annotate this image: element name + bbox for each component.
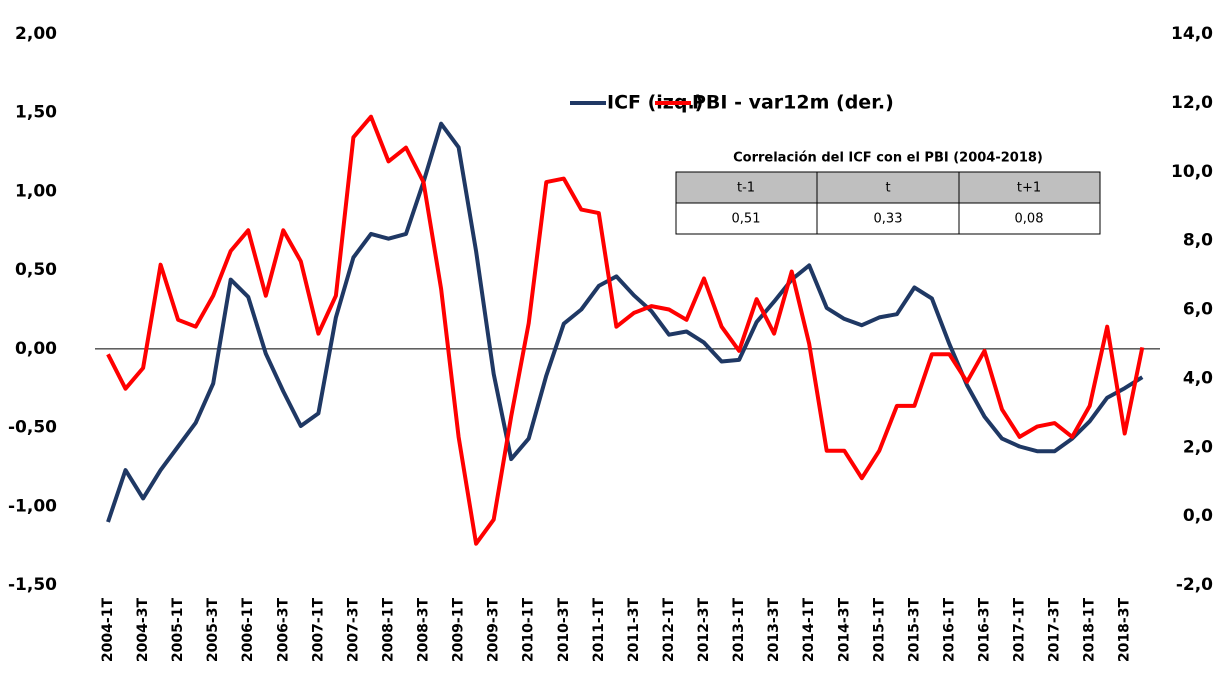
x-tick-label: 2005-1T bbox=[170, 598, 186, 663]
table-cell: 0,51 bbox=[732, 212, 761, 227]
table-header: t bbox=[885, 181, 890, 196]
x-tick-label: 2015-1T bbox=[871, 598, 887, 663]
y2-tick-label: 6,0 bbox=[1183, 300, 1213, 320]
x-tick-label: 2017-1T bbox=[1012, 598, 1028, 663]
y-tick-label: 1,00 bbox=[15, 181, 57, 201]
x-tick-label: 2018-1T bbox=[1082, 598, 1098, 663]
y-tick-label: -1,50 bbox=[8, 575, 57, 595]
x-tick-label: 2004-1T bbox=[100, 598, 116, 663]
y-tick-label: -0,50 bbox=[8, 418, 57, 438]
series-line bbox=[106, 114, 1145, 546]
y2-tick-label: 4,0 bbox=[1183, 368, 1213, 388]
y-tick-label: 0,00 bbox=[15, 339, 57, 359]
x-tick-label: 2016-3T bbox=[977, 598, 993, 663]
x-tick-label: 2015-3T bbox=[906, 598, 922, 663]
x-tick-label: 2006-1T bbox=[240, 598, 256, 663]
table-title: Correlación del ICF con el PBI (2004-201… bbox=[733, 151, 1043, 166]
x-tick-label: 2009-3T bbox=[486, 598, 502, 663]
series-line bbox=[106, 121, 1144, 523]
x-tick-label: 2011-1T bbox=[591, 598, 607, 663]
table-cell: 0,33 bbox=[874, 212, 903, 227]
x-tick-label: 2008-3T bbox=[416, 598, 432, 663]
x-tick-label: 2007-3T bbox=[345, 598, 361, 663]
x-tick-label: 2006-3T bbox=[275, 598, 291, 663]
x-tick-label: 2012-3T bbox=[696, 598, 712, 663]
x-tick-label: 2004-3T bbox=[135, 598, 151, 663]
x-tick-label: 2010-3T bbox=[556, 598, 572, 663]
y2-tick-label: 14,0 bbox=[1171, 24, 1213, 44]
y2-tick-label: 0,0 bbox=[1183, 506, 1213, 526]
table-cell: 0,08 bbox=[1015, 212, 1044, 227]
x-tick-label: 2007-1T bbox=[310, 598, 326, 663]
legend-label: PBI - var12m (der.) bbox=[692, 92, 894, 114]
table-header: t-1 bbox=[737, 181, 755, 196]
x-tick-label: 2009-1T bbox=[451, 598, 467, 663]
x-tick-label: 2011-3T bbox=[626, 598, 642, 663]
table-header-bg bbox=[676, 172, 1100, 203]
y2-tick-label: 2,0 bbox=[1183, 437, 1213, 457]
table-header: t+1 bbox=[1017, 181, 1041, 196]
x-tick-label: 2013-1T bbox=[731, 598, 747, 663]
x-tick-label: 2018-3T bbox=[1117, 598, 1133, 663]
y-tick-label: 1,50 bbox=[15, 103, 57, 123]
x-tick-label: 2017-3T bbox=[1047, 598, 1063, 663]
x-tick-label: 2012-1T bbox=[661, 598, 677, 663]
x-tick-label: 2013-3T bbox=[766, 598, 782, 663]
y2-tick-label: 10,0 bbox=[1171, 162, 1213, 182]
x-tick-label: 2016-1T bbox=[941, 598, 957, 663]
y-tick-label: 2,00 bbox=[15, 24, 57, 44]
y-tick-label: -1,00 bbox=[8, 496, 57, 516]
x-tick-label: 2008-1T bbox=[380, 598, 396, 663]
y2-tick-label: 8,0 bbox=[1183, 231, 1213, 251]
x-tick-label: 2014-3T bbox=[836, 598, 852, 663]
x-tick-label: 2010-1T bbox=[521, 598, 537, 663]
x-tick-label: 2005-3T bbox=[205, 598, 221, 663]
y-tick-label: 0,50 bbox=[15, 260, 57, 280]
y2-tick-label: -2,0 bbox=[1176, 575, 1213, 595]
y2-tick-label: 12,0 bbox=[1171, 93, 1213, 113]
x-tick-label: 2014-1T bbox=[801, 598, 817, 663]
